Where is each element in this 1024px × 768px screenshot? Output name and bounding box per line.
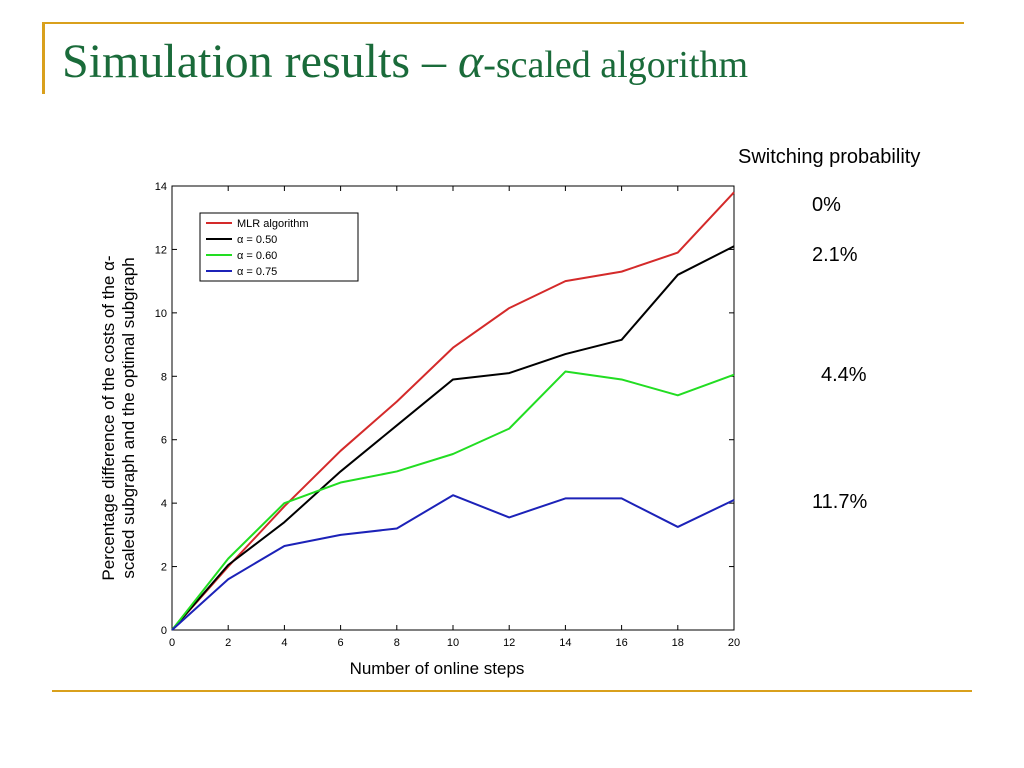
series-line-3 bbox=[171, 494, 735, 631]
top-accent-line bbox=[42, 22, 964, 24]
x-tick-label: 20 bbox=[728, 637, 740, 649]
switching-probability-heading: Switching probability bbox=[738, 146, 921, 168]
y-tick-label: 4 bbox=[161, 498, 167, 510]
legend-label: MLR algorithm bbox=[237, 218, 309, 230]
x-tick-label: 4 bbox=[281, 637, 287, 649]
x-tick-label: 16 bbox=[615, 637, 627, 649]
series-line-0 bbox=[171, 191, 735, 631]
legend-label: α = 0.50 bbox=[237, 234, 277, 246]
series-line-1 bbox=[171, 245, 735, 631]
x-tick-label: 18 bbox=[672, 637, 684, 649]
x-tick-label: 14 bbox=[559, 637, 571, 649]
legend: MLR algorithm α = 0.50 α = 0.60 α = 0.75 bbox=[199, 212, 359, 282]
y-axis-label: Percentage difference of the costs of th… bbox=[99, 255, 138, 580]
x-tick-label: 0 bbox=[169, 637, 175, 649]
y-axis-ticks: 0 2 4 6 8 10 12 14 bbox=[155, 181, 734, 637]
slide-title: Simulation results – α-scaled algorithm bbox=[62, 35, 749, 89]
y-axis-label-line2: scaled subgraph and the optimal subgraph bbox=[119, 257, 138, 578]
x-axis-label: Number of online steps bbox=[350, 659, 525, 678]
bottom-accent-line bbox=[52, 690, 972, 692]
y-axis-label-line1: Percentage difference of the costs of th… bbox=[99, 255, 118, 580]
title-main: Simulation results – bbox=[62, 35, 458, 88]
y-tick-label: 6 bbox=[161, 435, 167, 447]
y-tick-label: 12 bbox=[155, 244, 167, 256]
switching-value-075: 11.7% bbox=[812, 491, 868, 513]
y-tick-label: 2 bbox=[161, 562, 167, 574]
x-tick-label: 10 bbox=[447, 637, 459, 649]
y-tick-label: 14 bbox=[155, 181, 167, 193]
switching-value-mlr: 0% bbox=[812, 194, 841, 216]
y-tick-label: 0 bbox=[161, 625, 167, 637]
x-tick-label: 2 bbox=[225, 637, 231, 649]
legend-box bbox=[199, 212, 359, 282]
y-tick-label: 8 bbox=[161, 371, 167, 383]
x-tick-label: 12 bbox=[503, 637, 515, 649]
legend-label: α = 0.75 bbox=[237, 266, 277, 278]
legend-label: α = 0.60 bbox=[237, 250, 277, 262]
left-accent-line bbox=[42, 22, 45, 94]
switching-value-060: 4.4% bbox=[821, 364, 867, 386]
x-tick-label: 6 bbox=[338, 637, 344, 649]
series-lines bbox=[171, 191, 735, 631]
switching-value-050: 2.1% bbox=[812, 244, 858, 266]
title-suffix: -scaled algorithm bbox=[483, 44, 749, 86]
x-tick-label: 8 bbox=[394, 637, 400, 649]
title-alpha: α bbox=[458, 35, 484, 88]
series-line-2 bbox=[171, 370, 735, 631]
y-tick-label: 10 bbox=[155, 308, 167, 320]
